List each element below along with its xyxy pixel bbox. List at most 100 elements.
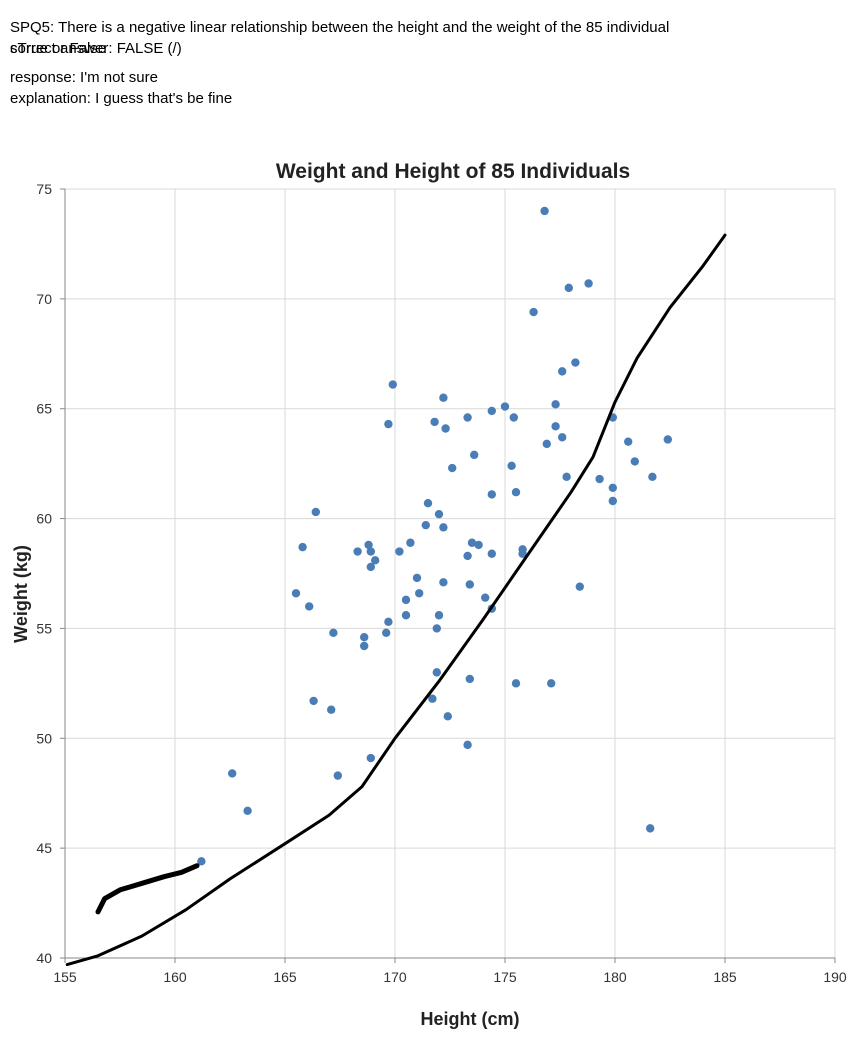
data-point — [423, 498, 433, 508]
data-point — [360, 641, 369, 651]
data-point — [448, 463, 457, 473]
y-tick-label: 50 — [36, 730, 52, 746]
data-point — [487, 406, 496, 416]
x-tick-label: 160 — [163, 969, 187, 985]
data-point — [333, 771, 342, 780]
data-point — [434, 611, 444, 620]
data-point — [382, 628, 391, 638]
data-point — [646, 824, 655, 833]
data-point — [529, 307, 538, 317]
data-point — [500, 402, 510, 411]
question-text: SPQ5: There is a negative linear relatio… — [10, 19, 670, 36]
data-point — [509, 413, 518, 422]
data-point — [401, 611, 411, 620]
data-point — [228, 769, 237, 778]
data-point — [608, 496, 617, 506]
data-point — [571, 358, 580, 367]
axes — [60, 188, 836, 963]
data-point — [384, 617, 393, 627]
data-point — [291, 589, 301, 598]
data-point — [305, 602, 314, 611]
data-point — [360, 633, 369, 642]
tick-labels: 155 160 165 170 175 180 185 190 40 45 50 55 60 65 70 75 — [36, 181, 846, 985]
data-point — [562, 472, 571, 482]
data-point — [595, 474, 604, 484]
data-point — [412, 573, 422, 583]
data-point — [388, 380, 397, 389]
x-tick-label: 185 — [713, 969, 737, 985]
data-point — [487, 490, 496, 499]
data-point — [415, 589, 424, 598]
data-point — [430, 417, 439, 427]
data-point — [329, 628, 338, 638]
data-point — [371, 556, 380, 565]
data-point — [511, 679, 521, 688]
data-point — [564, 283, 573, 293]
data-point — [547, 679, 556, 688]
data-point — [551, 400, 560, 409]
explanation-text: explanation: I guess that's be fine — [10, 90, 233, 107]
chart-title: Weight and Height of 85 Individuals — [276, 160, 630, 183]
data-point — [366, 547, 375, 556]
data-point — [443, 712, 452, 721]
data-point — [366, 753, 375, 763]
data-point — [465, 580, 474, 589]
data-point — [540, 206, 549, 216]
data-point — [470, 450, 479, 460]
data-point — [309, 696, 318, 706]
data-point — [465, 674, 474, 684]
data-point — [298, 542, 307, 552]
data-point — [648, 472, 657, 482]
x-tick-label: 175 — [493, 969, 517, 985]
data-point — [584, 279, 593, 288]
data-point — [441, 424, 450, 433]
data-point — [558, 433, 567, 442]
data-point — [463, 740, 472, 750]
data-point — [467, 538, 477, 547]
y-tick-label: 45 — [36, 840, 52, 856]
y-tick-label: 70 — [36, 291, 52, 307]
data-point — [630, 457, 639, 466]
data-point — [518, 549, 527, 558]
data-point — [432, 668, 441, 677]
data-point — [406, 538, 415, 547]
data-point — [558, 367, 567, 376]
data-point — [487, 549, 496, 558]
data-point — [395, 547, 404, 556]
data-point — [463, 551, 472, 561]
data-point — [439, 393, 448, 402]
data-point — [474, 540, 483, 550]
y-tick-label: 75 — [36, 181, 52, 197]
response-text: response: I'm not sure — [10, 69, 158, 86]
data-point — [432, 624, 441, 633]
data-point — [327, 705, 336, 714]
hand-drawn-trend-stroke — [65, 233, 727, 967]
x-tick-label: 170 — [383, 969, 407, 985]
y-tick-label: 40 — [36, 950, 52, 966]
data-point — [353, 547, 362, 556]
y-tick-label: 60 — [36, 511, 52, 527]
data-points — [197, 206, 672, 866]
data-point — [481, 593, 490, 602]
data-point — [421, 520, 430, 530]
x-tick-label: 190 — [823, 969, 847, 985]
data-point — [624, 437, 633, 446]
grid-lines — [64, 188, 836, 959]
x-tick-label: 180 — [603, 969, 627, 985]
data-point — [551, 422, 560, 431]
data-point — [401, 595, 411, 605]
y-axis-label: Weight (kg) — [11, 545, 31, 643]
true-false-label: sTrue or False — [10, 40, 107, 57]
data-point — [439, 523, 448, 532]
data-point — [428, 694, 437, 703]
data-point — [384, 419, 393, 429]
x-tick-label: 155 — [53, 969, 77, 985]
data-point — [311, 507, 320, 517]
data-point — [366, 562, 375, 572]
y-tick-label: 55 — [36, 620, 52, 636]
data-point — [243, 806, 252, 815]
data-point — [439, 578, 448, 587]
data-point — [434, 509, 444, 519]
annotations — [65, 233, 727, 967]
